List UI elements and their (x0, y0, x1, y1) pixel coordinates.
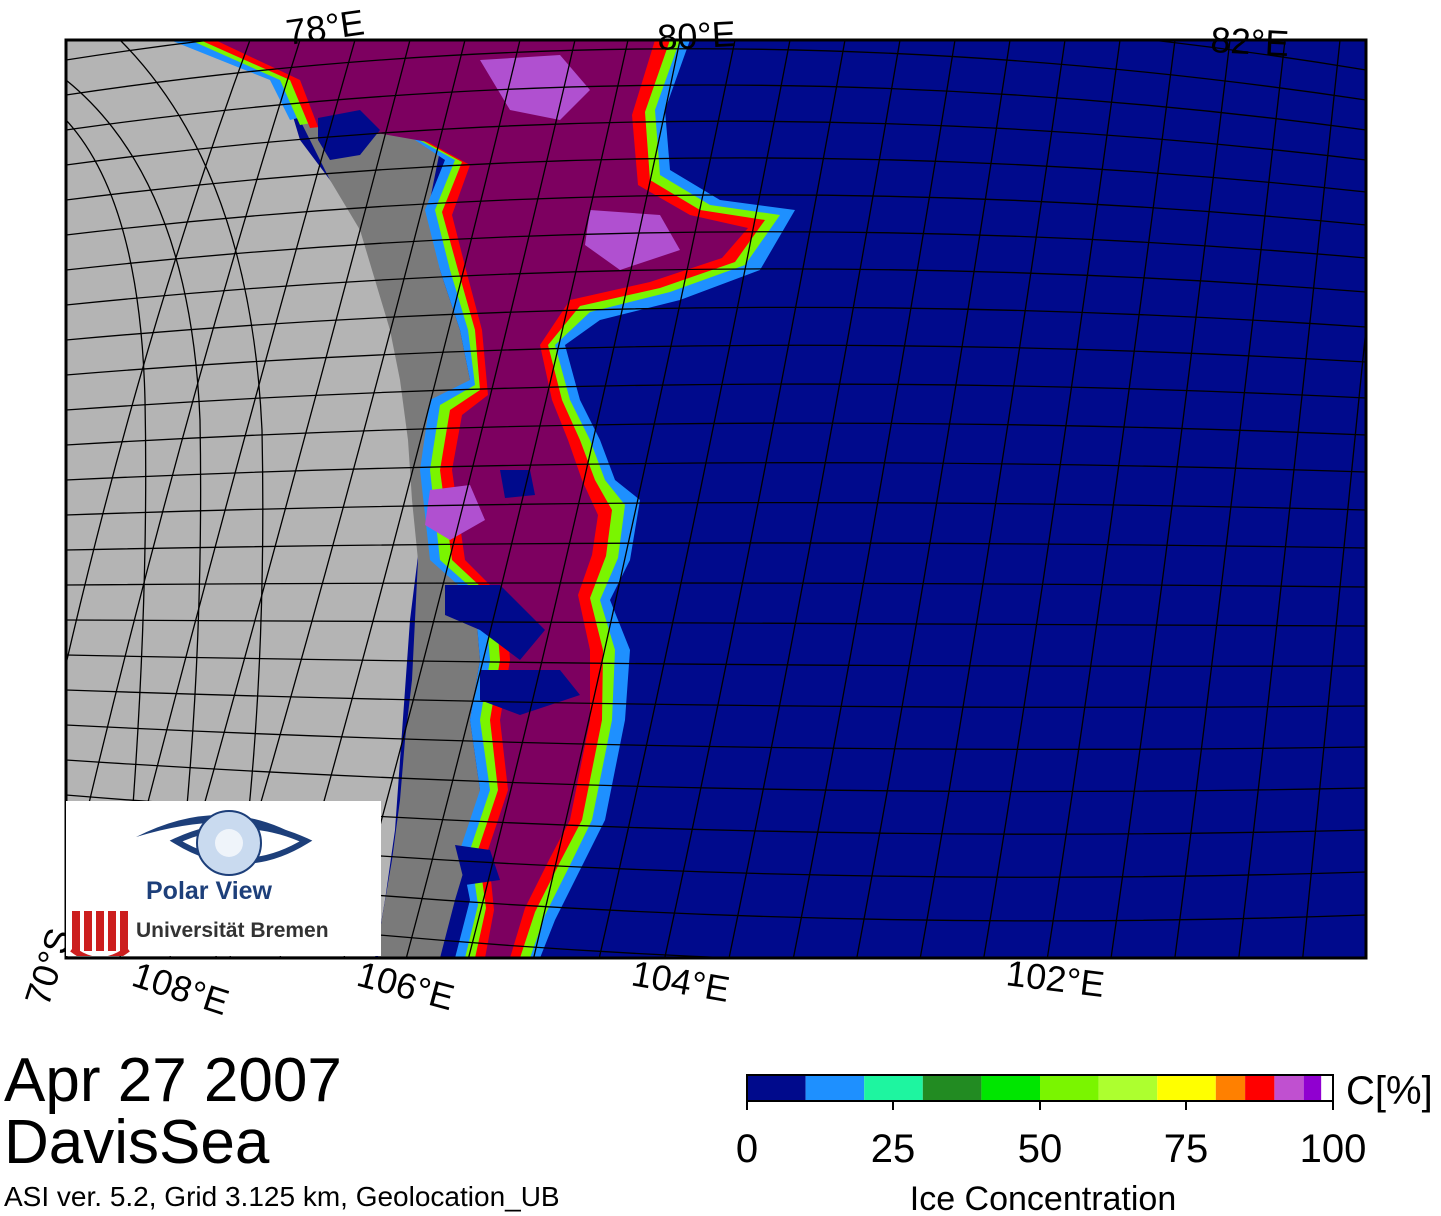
colorbar-segment (1245, 1075, 1275, 1101)
sea-ice-purple-patch (425, 485, 485, 540)
colorbar-tick-label: 100 (1300, 1127, 1367, 1171)
lon-label-top: 82°E (1210, 19, 1290, 64)
colorbar-segment (1215, 1075, 1246, 1101)
colorbar-segment (1098, 1075, 1158, 1101)
map-region: DavisSea (4, 1108, 270, 1177)
colorbar-tick-label: 0 (736, 1127, 758, 1171)
colorbar-tick-label: 75 (1164, 1127, 1209, 1171)
ice-shelf-area (280, 40, 480, 958)
colorbar-segment (1303, 1075, 1322, 1101)
polynya (480, 670, 580, 715)
polynya (455, 845, 500, 885)
polar-view-logo: Polar View Universität Bremen (66, 801, 381, 956)
colorbar-unit: C[%] (1346, 1069, 1433, 1113)
lon-label-top: 80°E (656, 13, 736, 58)
colorbar-segment (922, 1075, 982, 1101)
graticule-parallels (66, 40, 1366, 958)
map-frame (64, 38, 1368, 960)
lon-label-bottom: 106°E (353, 953, 459, 1018)
processing-info: ASI ver. 5.2, Grid 3.125 km, Geolocation… (4, 1181, 560, 1212)
logo-university-text: Universität Bremen (136, 919, 329, 942)
colorbar-ticks (746, 1101, 1334, 1110)
colorbar-title: Ice Concentration (910, 1180, 1177, 1216)
colorbar-segment (864, 1075, 923, 1101)
colorbar-tick-label: 25 (871, 1127, 916, 1171)
colorbar-segment (1157, 1075, 1216, 1101)
land-area (66, 40, 420, 958)
sea-ice-purple-patch (585, 210, 680, 270)
polynya (500, 470, 535, 498)
sea-ice-purple-patch (480, 55, 590, 120)
colorbar (747, 1075, 1333, 1101)
lon-label-bottom: 108°E (128, 954, 234, 1023)
colorbar-segment (981, 1075, 1040, 1101)
lon-label-bottom: 102°E (1004, 952, 1107, 1005)
colorbar-segment (747, 1075, 806, 1101)
map-date: Apr 27 2007 (4, 1046, 342, 1115)
colorbar-segment (1274, 1075, 1304, 1101)
sea-ice-high-concentration (215, 40, 748, 958)
colorbar-segment (805, 1075, 865, 1101)
logo-polar-view-text: Polar View (146, 877, 272, 905)
colorbar-segment (1040, 1075, 1099, 1101)
colorbar-tick-label: 50 (1018, 1127, 1063, 1171)
eye-icon (70, 810, 313, 956)
lon-label-bottom: 104°E (629, 953, 733, 1010)
colorbar-segment (1321, 1075, 1333, 1101)
